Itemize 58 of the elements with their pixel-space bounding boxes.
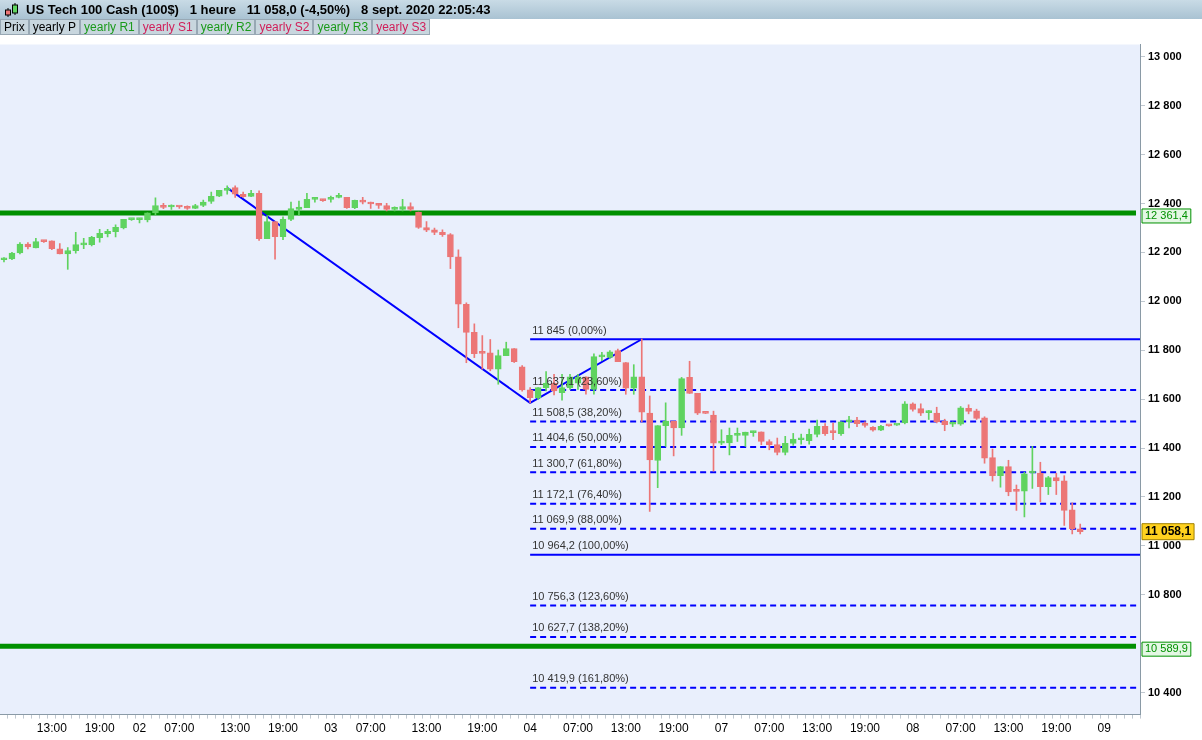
x-tick-label: 03	[324, 721, 338, 736]
x-tick-label: 19:00	[267, 721, 299, 736]
ref-line-label: 10 964,2 (100,00%)	[532, 539, 629, 552]
ref-line-label: 12 361,4	[1145, 209, 1188, 222]
x-tick-label: 04	[523, 721, 538, 736]
x-tick-label: 13:00	[993, 721, 1024, 736]
y-tick-label: 11 600	[1148, 392, 1182, 405]
y-tick-label: 11 200	[1148, 490, 1182, 502]
x-tick-label: 07:00	[562, 721, 594, 736]
text: yearly P	[28, 19, 81, 35]
text: yearly S2	[255, 19, 314, 35]
ref-line-label: 10 589,9	[1145, 642, 1188, 655]
y-tick-label: 11 800	[1148, 343, 1182, 356]
x-tick-label: 19:00	[658, 721, 689, 736]
y-tick-label: 12 600	[1148, 147, 1182, 160]
ref-line-label: 10 627,7 (138,20%)	[532, 621, 629, 634]
x-tick-label: 08	[906, 721, 920, 736]
x-tick-label: 07:00	[754, 721, 785, 736]
ref-line-label: 10 419,9 (161,80%)	[532, 672, 629, 685]
y-tick-label: 11 000	[1148, 538, 1182, 551]
x-tick-label: 13:00	[220, 721, 251, 736]
y-tick-label: 10 800	[1148, 587, 1182, 600]
text: yearly S3	[372, 19, 431, 35]
ref-line-label: 11 508,5 (38,20%)	[532, 406, 622, 419]
text: Prix	[0, 19, 29, 35]
ref-line-label: 10 756,3 (123,60%)	[532, 590, 629, 602]
ref-line-label: 11 845 (0,00%)	[532, 323, 607, 336]
chart-title: US Tech 100 Cash (100$) 1 heure 11 058,0 (-4,50%) 8 sept. 2020 22:05:43	[26, 2, 491, 17]
y-tick-label: 12 800	[1148, 98, 1182, 111]
text: 11 058,1	[1145, 524, 1192, 539]
x-tick-label: 09	[1097, 721, 1112, 736]
ref-line-label: 11 404,6 (50,00%)	[532, 431, 622, 444]
y-tick-label: 12 000	[1148, 294, 1182, 307]
y-tick-label: 11 400	[1148, 441, 1182, 454]
x-tick-label: 07	[714, 721, 729, 736]
x-tick-label: 19:00	[467, 721, 498, 736]
text: yearly R3	[313, 19, 373, 35]
text: yearly R1	[80, 19, 139, 35]
x-tick-label: 13:00	[36, 721, 68, 736]
x-tick-label: 07:00	[355, 721, 387, 736]
x-tick-label: 07:00	[164, 721, 195, 736]
ref-line-label: 11 172,1 (76,40%)	[532, 488, 622, 501]
y-tick-label: 13 000	[1148, 49, 1182, 62]
x-tick-label: 07:00	[945, 721, 976, 736]
x-tick-label: 13:00	[802, 721, 833, 736]
x-tick-label: 13:00	[411, 721, 442, 736]
x-tick-label: 19:00	[1041, 721, 1072, 736]
text: yearly S1	[138, 19, 197, 35]
ref-line-label: 11 069,9 (88,00%)	[532, 513, 622, 526]
y-tick-label: 12 200	[1148, 245, 1182, 258]
x-tick-label: 13:00	[610, 721, 642, 736]
x-tick-label: 19:00	[84, 721, 115, 736]
y-tick-label: 12 400	[1148, 196, 1182, 209]
y-tick-label: 10 400	[1148, 685, 1182, 698]
x-tick-label: 02	[132, 721, 147, 736]
x-tick-label: 19:00	[849, 721, 881, 736]
text: yearly R2	[196, 19, 256, 35]
ref-line-label: 11 300,7 (61,80%)	[532, 456, 622, 469]
